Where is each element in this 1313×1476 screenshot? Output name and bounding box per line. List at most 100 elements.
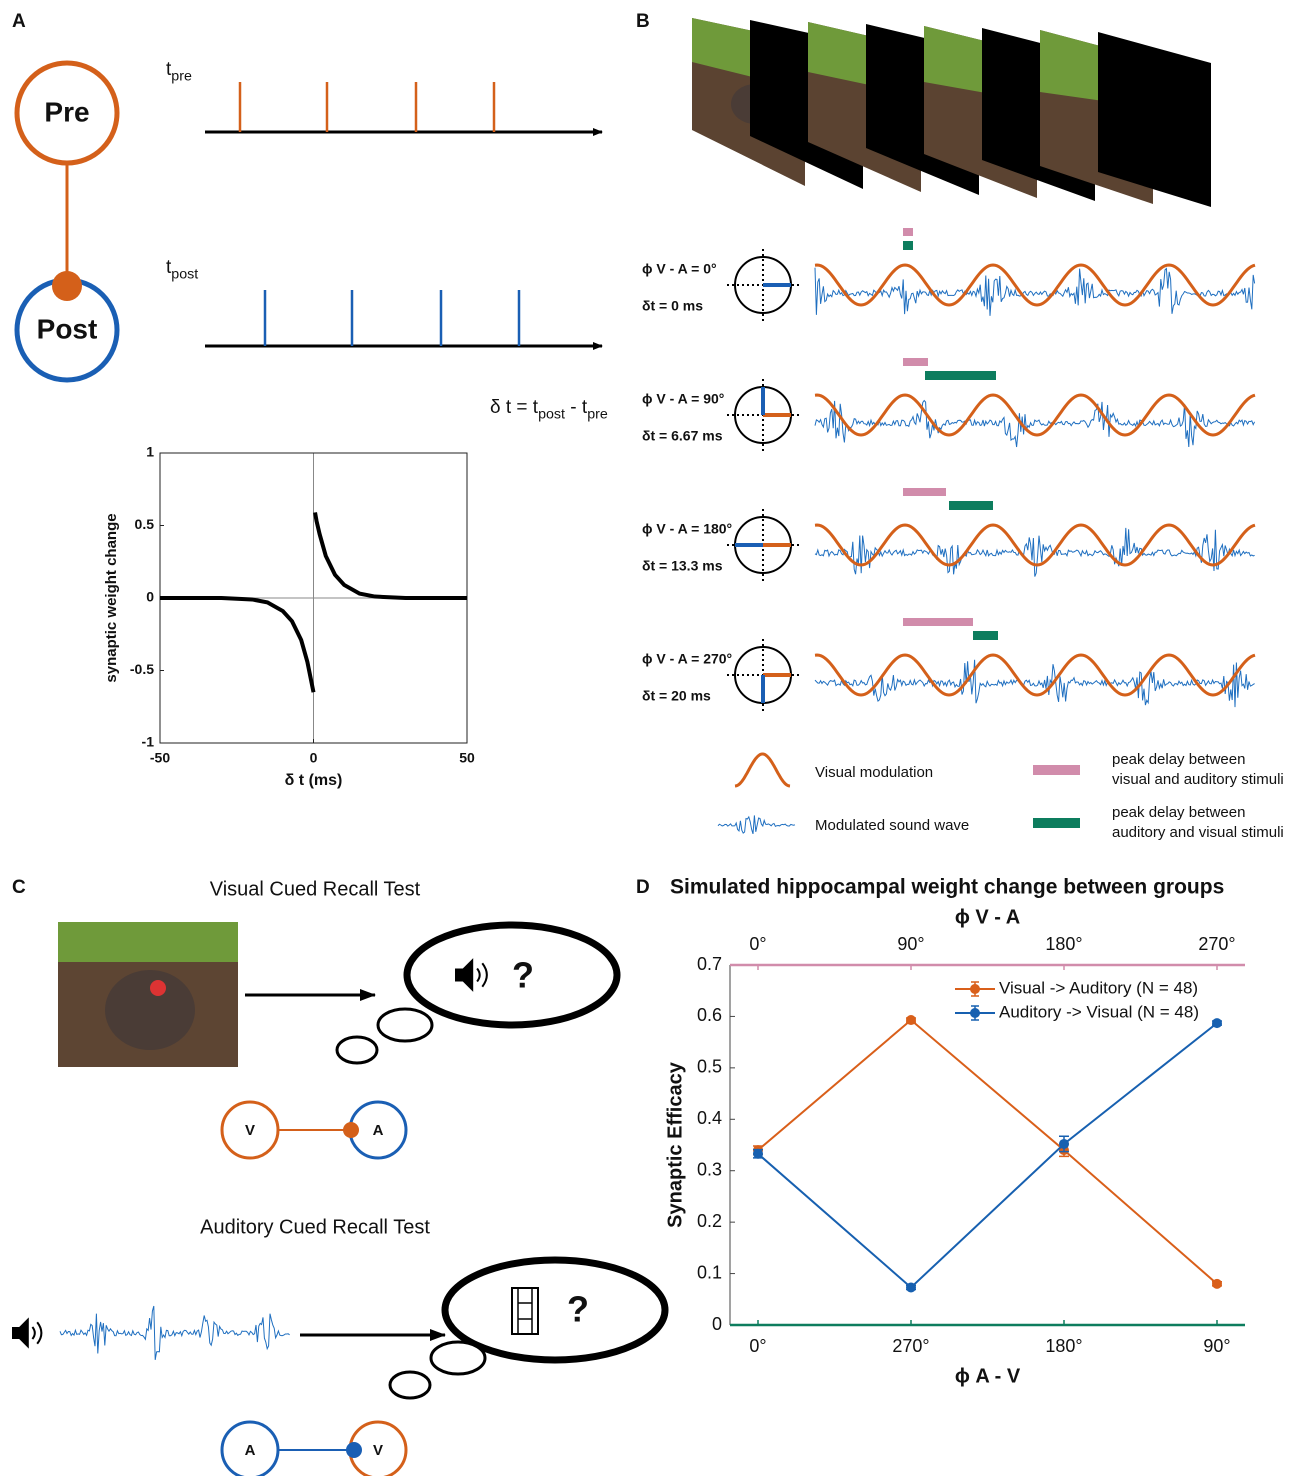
phase-label: ϕ V - A = 270° [642, 651, 732, 667]
phase-label: ϕ V - A = 180° [642, 521, 732, 537]
y-tick-label: 1 [146, 444, 154, 460]
x-tick-label: 90° [1203, 1336, 1230, 1356]
visual-modulation [815, 525, 1255, 565]
data-point [753, 1149, 763, 1159]
speaker-icon [12, 1317, 29, 1348]
y-tick-label: 0.5 [697, 1057, 722, 1077]
x2-tick-label: 90° [897, 934, 924, 954]
y-tick-label: 0.1 [697, 1262, 722, 1282]
panel-letter: A [12, 11, 26, 32]
delay-label: δt = 13.3 ms [642, 558, 723, 574]
y-tick-label: 0.6 [697, 1005, 722, 1025]
sound-wave [815, 528, 1255, 577]
y-axis-label: Synaptic Efficacy [664, 1061, 686, 1228]
sound-wave [815, 268, 1255, 316]
panel-letter: B [636, 11, 650, 32]
node-label: V [245, 1122, 255, 1139]
visual-modulation [815, 265, 1255, 305]
x-axis-label: ϕ A - V [955, 1365, 1021, 1387]
subscript: post [171, 266, 198, 282]
test-title: Visual Cued Recall Test [210, 878, 421, 900]
y-tick-label: 0.4 [697, 1108, 722, 1128]
phase-label: ϕ V - A = 90° [642, 391, 724, 407]
auditory-visual-delay [949, 501, 993, 510]
delay-label: δt = 20 ms [642, 688, 711, 704]
data-point [1212, 1279, 1222, 1289]
auditory-visual-delay [903, 241, 913, 250]
legend-label: visual and auditory stimuli [1112, 771, 1284, 788]
mole-nose [150, 980, 166, 996]
y-tick-label: -0.5 [130, 661, 154, 677]
thought-dot [390, 1372, 430, 1398]
text-part: δ t = t [490, 397, 539, 418]
legend-sound-icon [718, 815, 795, 834]
data-point [906, 1015, 916, 1025]
subscript: pre [587, 406, 608, 422]
question-mark: ? [512, 955, 534, 996]
visual-modulation [815, 395, 1255, 435]
thought-dot [337, 1037, 377, 1063]
legend-label: peak delay between [1112, 804, 1245, 821]
test-title: Auditory Cued Recall Test [200, 1216, 430, 1238]
film-icon [512, 1288, 538, 1334]
thought-bubble [445, 1260, 665, 1360]
subscript: pre [171, 68, 192, 84]
x2-tick-label: 0° [749, 934, 766, 954]
delay-label: δt = 0 ms [642, 298, 703, 314]
thought-dot [378, 1009, 432, 1041]
legend-pink-bar [1033, 765, 1080, 775]
data-point [1059, 1139, 1069, 1149]
subscript: post [538, 406, 565, 422]
delta-t-formula: δ t = tpost - tpre [490, 397, 608, 422]
delay-label: δt = 6.67 ms [642, 428, 723, 444]
panel-letter: D [636, 877, 650, 898]
post-label: Post [37, 313, 98, 344]
y-tick-label: 0 [146, 589, 154, 605]
series-line [758, 1023, 1217, 1287]
y-tick-label: 0.2 [697, 1211, 722, 1231]
y-tick-label: 0.3 [697, 1159, 722, 1179]
visual-auditory-delay [903, 488, 946, 496]
legend-label: Visual -> Auditory (N = 48) [999, 978, 1198, 997]
text-part: - t [565, 397, 588, 418]
x-tick-label: 0 [310, 750, 318, 766]
y-tick-label: 0 [712, 1314, 722, 1334]
legend-label: Auditory -> Visual (N = 48) [999, 1002, 1199, 1021]
y-tick-label: -1 [142, 734, 155, 750]
legend-modulation-icon [735, 754, 790, 786]
sound-wave [815, 660, 1255, 707]
visual-auditory-delay [903, 618, 973, 626]
figure: APrePosttpretpostδ t = tpost - tpre-1-0.… [0, 0, 1313, 1476]
x-tick-label: 270° [892, 1336, 929, 1356]
legend-label: Modulated sound wave [815, 817, 969, 834]
legend-marker [970, 1008, 980, 1018]
sound-wave [60, 1306, 290, 1360]
node-label: V [373, 1442, 383, 1459]
y-axis-label: synaptic weight change [103, 513, 120, 682]
y-tick-label: 0.5 [135, 516, 155, 532]
auditory-visual-delay [973, 631, 998, 640]
visual-auditory-delay [903, 228, 913, 236]
chart-title: Simulated hippocampal weight change betw… [670, 876, 1224, 899]
synapse-dot [346, 1442, 362, 1458]
x-axis-label: δ t (ms) [285, 772, 343, 789]
legend-label: Visual modulation [815, 764, 933, 781]
auditory-visual-delay [925, 371, 996, 380]
synapse-dot [343, 1122, 359, 1138]
sound-wave [815, 401, 1255, 448]
t-pre-label: tpre [166, 59, 192, 84]
x2-tick-label: 270° [1198, 934, 1235, 954]
x-tick-label: 50 [459, 750, 475, 766]
data-point [1212, 1018, 1222, 1028]
thought-dot [431, 1342, 485, 1374]
x-tick-label: 0° [749, 1336, 766, 1356]
speaker-waves [32, 1322, 41, 1344]
x2-axis-label: ϕ V - A [955, 906, 1020, 928]
x-tick-label: -50 [150, 750, 170, 766]
visual-auditory-delay [903, 358, 928, 366]
legend-green-bar [1033, 818, 1080, 828]
node-label: A [373, 1122, 384, 1139]
legend-label: peak delay between [1112, 751, 1245, 768]
synapse-dot [52, 271, 82, 301]
series-line [758, 1020, 1217, 1284]
